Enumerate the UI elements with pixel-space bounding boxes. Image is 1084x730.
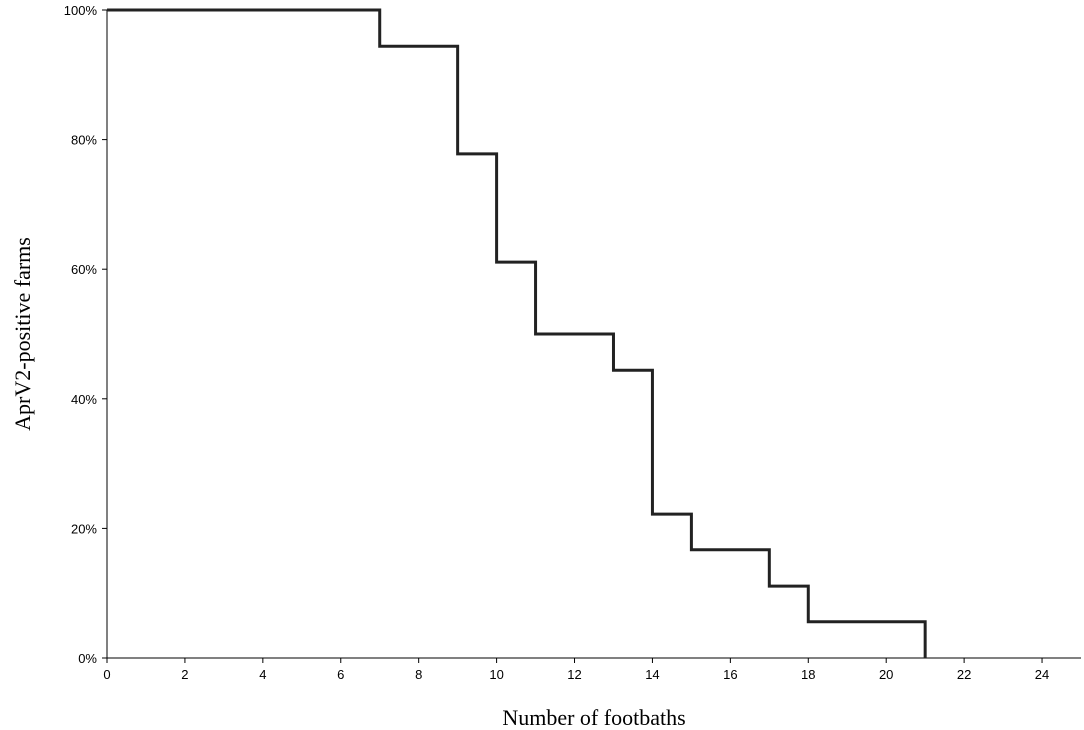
x-tick-label: 10 [489, 667, 503, 682]
x-tick-label: 18 [801, 667, 815, 682]
x-tick-label: 24 [1035, 667, 1049, 682]
y-tick-label: 60% [71, 262, 97, 277]
y-tick-label: 100% [64, 3, 98, 18]
y-tick-label: 80% [71, 133, 97, 148]
x-tick-label: 2 [181, 667, 188, 682]
x-tick-label: 8 [415, 667, 422, 682]
x-tick-label: 14 [645, 667, 659, 682]
x-tick-label: 6 [337, 667, 344, 682]
x-tick-label: 4 [259, 667, 266, 682]
y-tick-label: 20% [71, 521, 97, 536]
y-axis-title: AprV2-positive farms [10, 237, 35, 431]
y-tick-label: 40% [71, 392, 97, 407]
series-line [107, 8, 927, 658]
y-axis: 0% 20% 40% 60% 80% 100% [64, 3, 108, 666]
y-tick-label: 0% [78, 651, 97, 666]
x-ticks: 0 2 4 6 8 10 12 14 16 18 20 22 24 [103, 658, 1049, 682]
x-axis: 0 2 4 6 8 10 12 14 16 18 20 22 24 [103, 657, 1081, 682]
x-tick-label: 16 [723, 667, 737, 682]
x-tick-label: 0 [103, 667, 110, 682]
x-tick-label: 20 [879, 667, 893, 682]
y-ticks: 0% 20% 40% 60% 80% 100% [64, 3, 107, 666]
x-axis-title: Number of footbaths [502, 705, 685, 730]
x-tick-label: 22 [957, 667, 971, 682]
x-tick-label: 12 [567, 667, 581, 682]
